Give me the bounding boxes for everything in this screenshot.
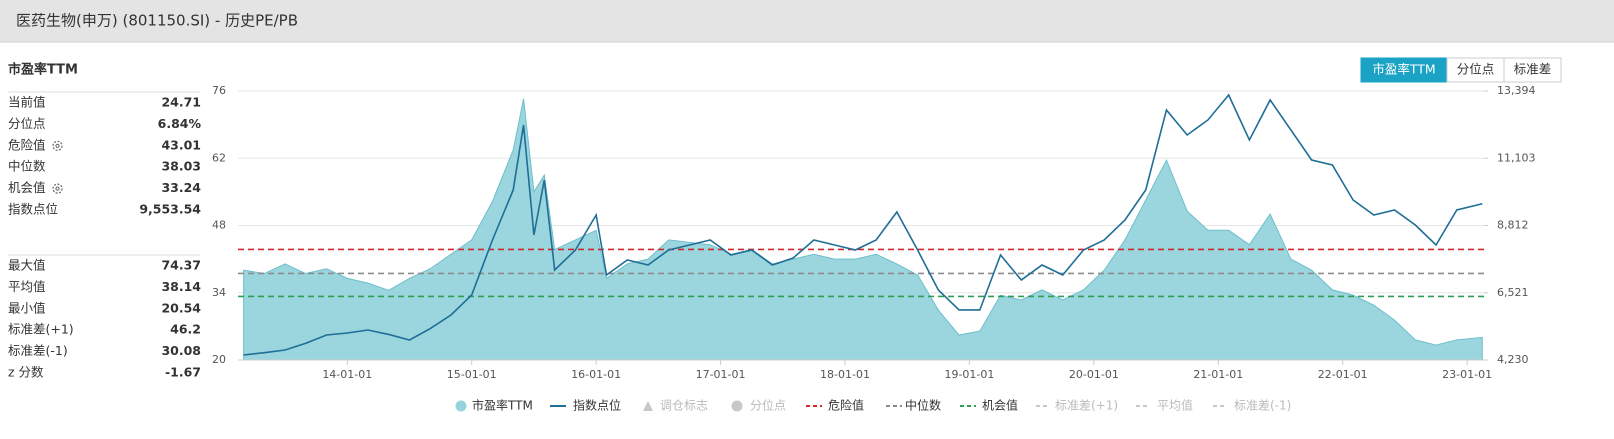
legend-label[interactable]: 指数点位 (573, 398, 621, 413)
panel-title: 市盈率TTM (8, 62, 78, 78)
stat-label: 当前值 (8, 95, 46, 110)
legend-label[interactable]: 市盈率TTM (472, 398, 533, 413)
header-bar (0, 0, 1614, 42)
stat-value: 46.2 (170, 322, 201, 337)
legend-label[interactable]: 标准差(-1) (1234, 399, 1291, 413)
legend-label[interactable]: 调仓标志 (660, 399, 708, 413)
settings-icon[interactable] (52, 183, 63, 194)
stat-label: 危险值 (8, 137, 46, 152)
settings-icon-center (55, 143, 60, 148)
stat-value: 33.24 (161, 180, 201, 195)
y-tick-label: 76 (212, 84, 226, 97)
legend-label[interactable]: 中位数 (905, 398, 941, 413)
stat-label: 平均值 (8, 279, 46, 294)
y-tick-label: 20 (212, 353, 226, 366)
legend-label[interactable]: 机会值 (982, 398, 1018, 413)
stat-label: z 分数 (8, 365, 44, 380)
stat-label: 分位点 (8, 116, 46, 131)
tab-button[interactable] (1503, 57, 1562, 83)
legend-label[interactable]: 分位点 (750, 398, 786, 413)
stat-label: 机会值 (8, 180, 46, 195)
legend-label[interactable]: 危险值 (828, 398, 864, 413)
stat-label: 标准差(-1) (8, 343, 68, 358)
page-title: 医药生物(申万) (801150.SI) - 历史PE/PB (16, 12, 298, 30)
index-line (243, 93, 1483, 356)
tab-button[interactable] (1360, 57, 1448, 83)
stat-label: 指数点位 (8, 202, 58, 217)
stat-value: 24.71 (161, 95, 201, 110)
tab-label: 标准差 (1514, 62, 1552, 77)
y2-tick-label: 8,812 (1497, 219, 1529, 232)
x-tick-label: 22-01-01 (1318, 368, 1368, 381)
stat-value: 74.37 (161, 258, 201, 273)
x-tick-label: 18-01-01 (820, 368, 870, 381)
tab-label: 市盈率TTM (1372, 62, 1435, 77)
y-tick-label: 48 (212, 219, 226, 232)
tab-label: 分位点 (1457, 62, 1495, 77)
x-tick-label: 19-01-01 (944, 368, 994, 381)
settings-icon-center (55, 186, 60, 191)
y-tick-label: 34 (212, 286, 226, 299)
legend-label[interactable]: 标准差(+1) (1055, 399, 1118, 413)
legend-symbol (643, 401, 653, 411)
x-tick-label: 17-01-01 (696, 368, 746, 381)
legend-symbol (731, 400, 743, 412)
stat-value: 38.03 (161, 159, 201, 174)
settings-icon[interactable] (52, 140, 63, 151)
stat-label: 最大值 (8, 258, 46, 273)
stat-value: 20.54 (161, 300, 201, 315)
stat-label: 最小值 (8, 300, 46, 315)
pe-area (243, 98, 1483, 361)
stat-value: -1.67 (165, 365, 201, 380)
stat-label: 标准差(+1) (8, 322, 74, 337)
stat-value: 38.14 (161, 279, 201, 294)
stat-label: 中位数 (8, 159, 46, 174)
stat-value: 43.01 (161, 137, 201, 152)
y-tick-label: 62 (212, 151, 226, 164)
x-tick-label: 15-01-01 (447, 368, 497, 381)
stat-value: 6.84% (158, 116, 202, 131)
x-tick-label: 21-01-01 (1193, 368, 1243, 381)
y2-tick-label: 6,521 (1497, 286, 1529, 299)
legend-symbol (455, 400, 467, 412)
stat-value: 9,553.54 (139, 202, 201, 217)
y2-tick-label: 13,394 (1497, 84, 1536, 97)
y2-tick-label: 11,103 (1497, 151, 1536, 164)
legend-label[interactable]: 平均值 (1157, 398, 1193, 413)
x-tick-label: 20-01-01 (1069, 368, 1119, 381)
stat-value: 30.08 (161, 343, 201, 358)
y2-tick-label: 4,230 (1497, 353, 1529, 366)
x-tick-label: 23-01-01 (1442, 368, 1492, 381)
x-tick-label: 16-01-01 (571, 368, 621, 381)
x-tick-label: 14-01-01 (322, 368, 372, 381)
